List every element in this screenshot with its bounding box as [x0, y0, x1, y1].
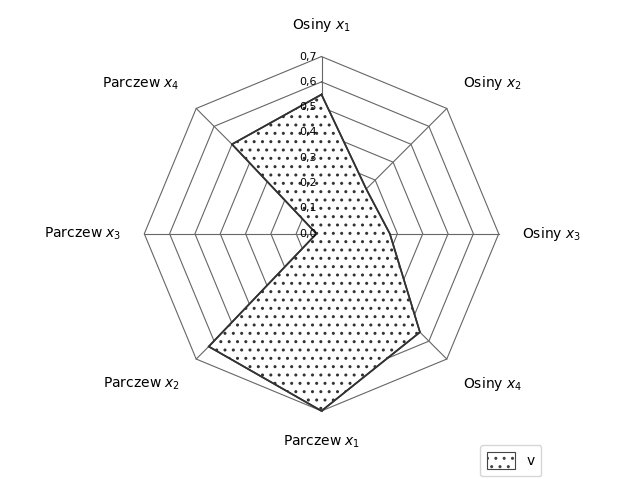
Text: Osiny $x_3$: Osiny $x_3$	[521, 225, 581, 243]
Text: 0,3: 0,3	[300, 153, 317, 163]
Text: 0,7: 0,7	[300, 52, 317, 62]
Text: Parczew $x_1$: Parczew $x_1$	[283, 434, 360, 450]
Text: Osiny $x_1$: Osiny $x_1$	[292, 15, 351, 34]
Text: 0,2: 0,2	[300, 178, 317, 188]
Text: Osiny $x_2$: Osiny $x_2$	[463, 74, 522, 92]
Text: 0,5: 0,5	[300, 102, 317, 112]
Text: 0,4: 0,4	[300, 127, 317, 137]
Text: 0,0: 0,0	[300, 229, 317, 239]
Text: 0,1: 0,1	[300, 204, 317, 214]
Text: Osiny $x_4$: Osiny $x_4$	[463, 376, 522, 393]
Text: Parczew $x_2$: Parczew $x_2$	[103, 376, 180, 392]
Text: Parczew $x_3$: Parczew $x_3$	[44, 226, 122, 242]
Legend: v: v	[480, 445, 541, 476]
Text: 0,6: 0,6	[300, 77, 317, 87]
Text: Parczew $x_4$: Parczew $x_4$	[102, 76, 180, 92]
Polygon shape	[209, 94, 420, 411]
